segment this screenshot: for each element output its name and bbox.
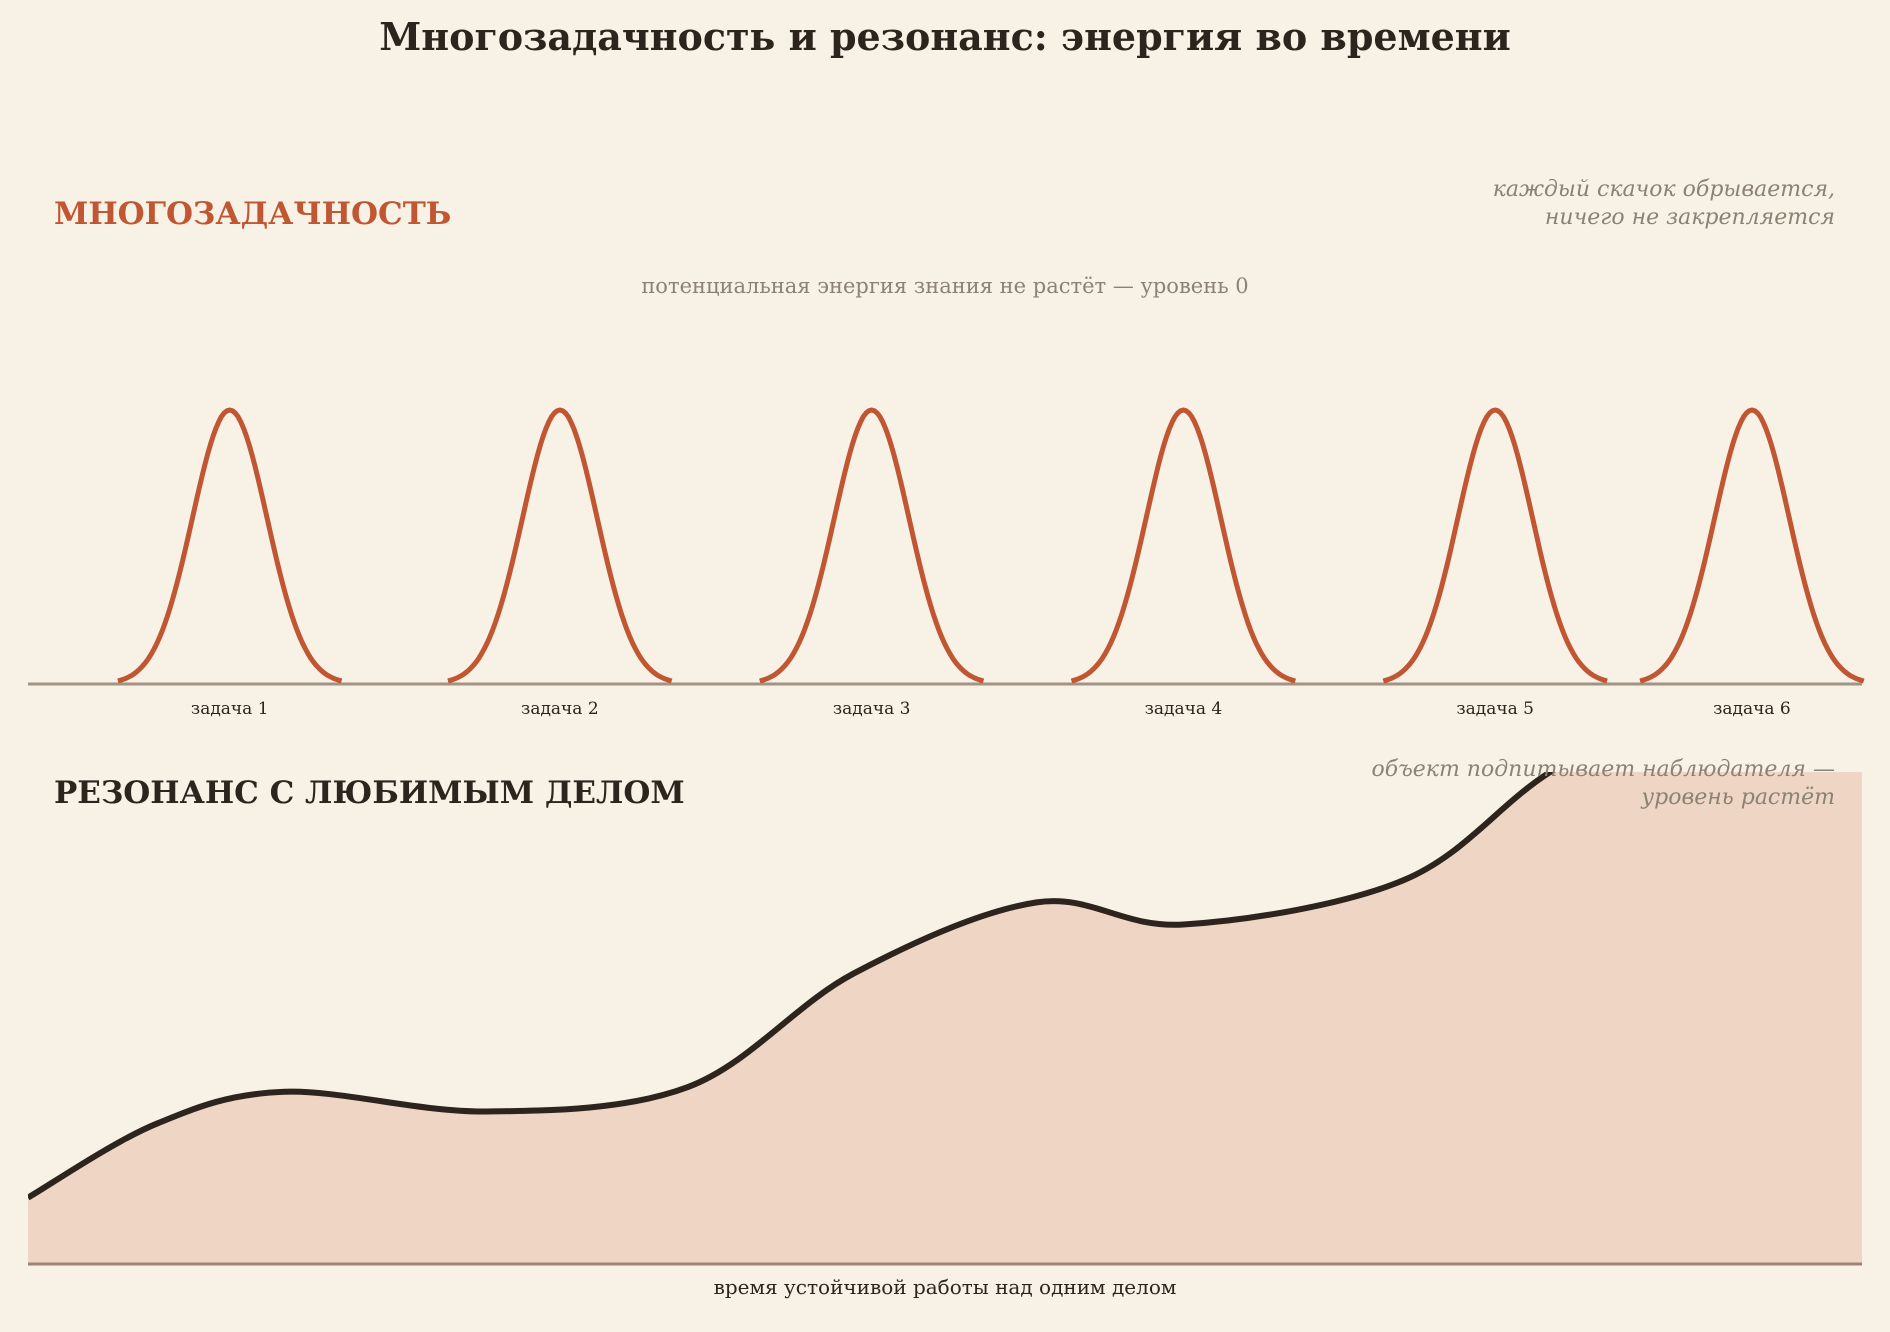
multitasking-chart: задача 1 задача 2 задача 3 задача 4 задача 5… (28, 407, 1865, 719)
multitasking-note: каждый скачок обрывается, ничего не закр… (1493, 176, 1835, 232)
task-peak (1639, 407, 1865, 684)
task-peak (1382, 407, 1608, 684)
task-label: задача 4 (1145, 699, 1223, 719)
page-title: Многозадачность и резонанс: энергия во в… (379, 14, 1511, 59)
x-axis-label: время устойчивой работы над одним делом (714, 1275, 1177, 1299)
task-peak (1070, 407, 1296, 684)
resonance-label: РЕЗОНАНС С ЛЮБИМЫМ ДЕЛОМ (54, 775, 685, 811)
resonance-chart (28, 772, 1862, 1266)
resonance-plot-area (28, 772, 1862, 1264)
multitasking-note-line-2: ничего не закрепляется (1544, 205, 1835, 230)
task-label: задача 3 (833, 699, 911, 719)
multitasking-subnote: потенциальная энергия знания не растёт —… (641, 274, 1249, 298)
resonance-line (28, 772, 1556, 1201)
task-peak (759, 407, 985, 684)
resonance-area (28, 772, 1862, 1264)
task-label: задача 5 (1456, 699, 1534, 719)
task-peak (117, 407, 343, 684)
resonance-note-line-2: уровень растёт (1641, 785, 1835, 810)
multitasking-label: МНОГОЗАДАЧНОСТЬ (54, 196, 452, 232)
resonance-note-line-1: объект подпитывает наблюдателя — (1371, 757, 1835, 782)
resonance-note: объект подпитывает наблюдателя — уровень… (1371, 756, 1835, 812)
task-label: задача 6 (1713, 699, 1791, 719)
task-label: задача 1 (191, 699, 269, 719)
multitasking-note-line-1: каждый скачок обрывается, (1492, 177, 1835, 202)
task-label: задача 2 (521, 699, 599, 719)
task-peak (447, 407, 673, 684)
